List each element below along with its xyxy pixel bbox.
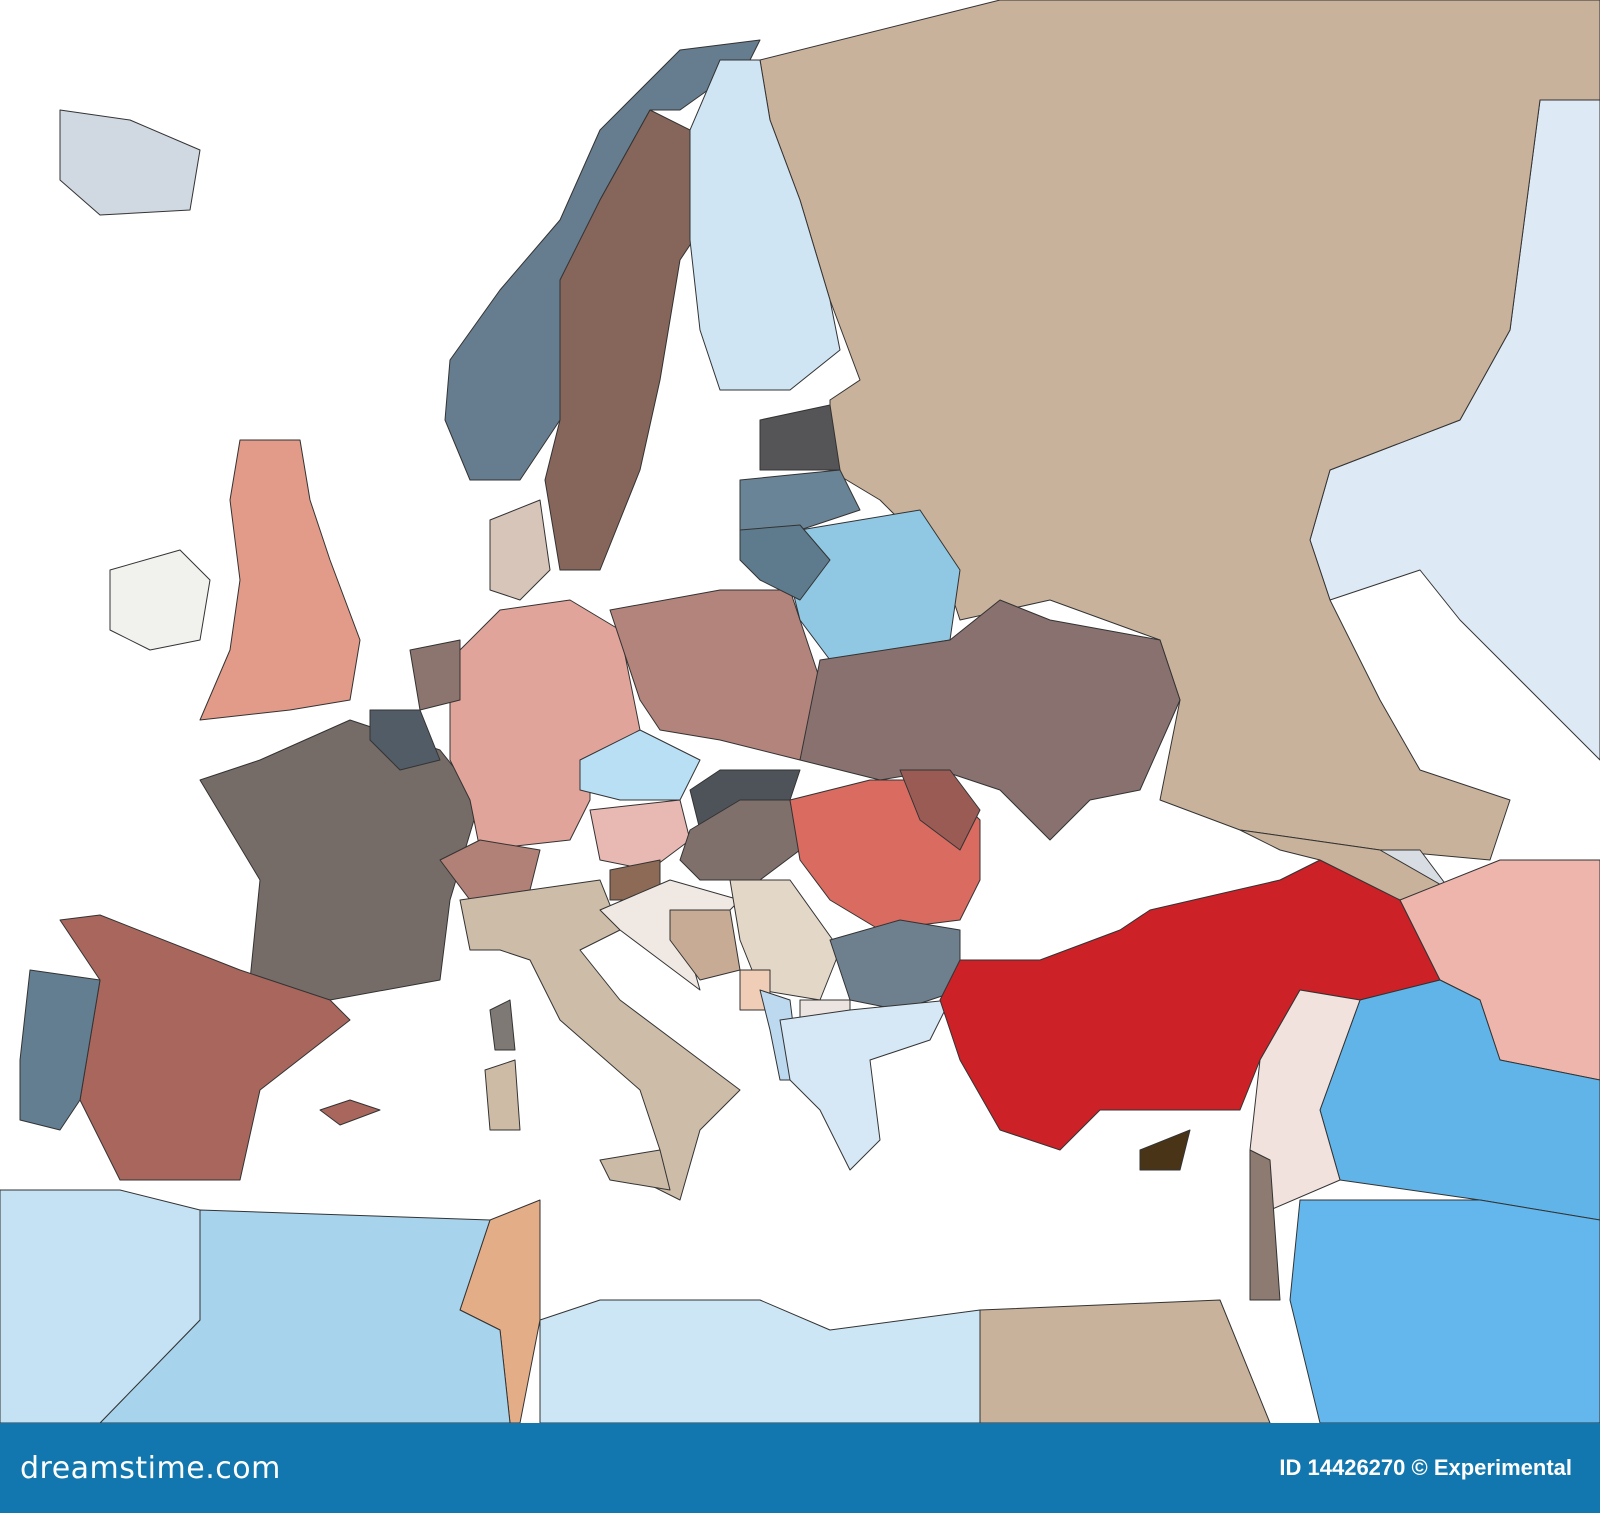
region-corsica xyxy=(489,999,516,1051)
brand-logo: dreamstime.com xyxy=(20,1451,281,1486)
region-france xyxy=(199,719,481,1001)
region-morocco xyxy=(0,1189,201,1423)
region-cyprus xyxy=(1139,1129,1191,1171)
region-portugal xyxy=(19,969,101,1131)
region-denmark xyxy=(489,499,551,601)
region-egypt xyxy=(979,1299,1271,1423)
region-switzerland xyxy=(439,839,541,901)
region-bulgaria xyxy=(829,919,961,1011)
image-credit: ID 14426270 © Experimental xyxy=(1279,1455,1572,1480)
region-hungary xyxy=(679,799,801,881)
region-levant xyxy=(1249,1149,1281,1301)
region-belarus xyxy=(789,509,961,661)
region-ukraine xyxy=(799,599,1181,841)
region-bosnia xyxy=(669,909,741,981)
footer-bar: dreamstime.com ID 14426270 © Experimenta… xyxy=(0,1423,1600,1513)
region-moldova xyxy=(899,769,981,851)
region-sardinia xyxy=(484,1059,521,1131)
region-sicily xyxy=(599,1149,671,1191)
region-norway xyxy=(444,39,761,481)
region-sweden xyxy=(544,109,721,571)
region-uk xyxy=(199,439,361,721)
region-iceland xyxy=(59,109,201,216)
region-austria xyxy=(589,799,691,871)
region-balearics xyxy=(319,1099,381,1126)
region-lithuania xyxy=(739,524,831,601)
region-estonia xyxy=(759,404,841,471)
region-netherlands xyxy=(409,639,461,711)
europe-map xyxy=(0,0,1600,1423)
region-italy xyxy=(459,879,741,1201)
region-greece xyxy=(779,999,951,1171)
region-arabia xyxy=(1289,1199,1600,1423)
region-libya xyxy=(539,1299,981,1423)
region-finland xyxy=(689,59,841,391)
region-latvia xyxy=(739,469,861,531)
region-belgium xyxy=(369,709,441,771)
region-ireland xyxy=(109,549,211,651)
